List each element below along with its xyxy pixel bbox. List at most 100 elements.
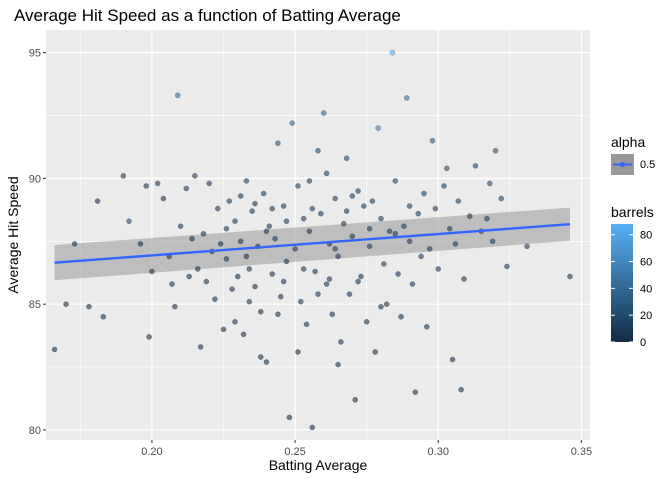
data-point — [398, 313, 404, 320]
data-point — [375, 125, 381, 131]
data-point — [346, 291, 353, 297]
data-point — [458, 386, 465, 393]
data-point — [486, 180, 493, 187]
data-point — [174, 92, 181, 99]
data-point — [306, 178, 313, 184]
legend-colorbar-ticks: 0 20 40 60 80 — [611, 230, 652, 349]
data-point — [429, 137, 436, 144]
data-point — [352, 396, 359, 403]
data-point — [275, 140, 281, 147]
data-point — [349, 193, 356, 199]
trend-line — [54, 222, 571, 264]
data-point — [177, 223, 184, 230]
data-point — [289, 120, 296, 126]
data-point — [406, 203, 413, 209]
data-point — [232, 318, 238, 325]
data-point — [329, 311, 336, 318]
data-point — [183, 185, 190, 192]
data-point — [323, 170, 330, 177]
data-point — [441, 183, 447, 189]
data-point — [266, 223, 273, 230]
data-point — [295, 183, 301, 189]
x-axis-title: Batting Average — [269, 457, 368, 473]
data-point — [246, 298, 253, 305]
data-point — [524, 243, 530, 250]
y-tick-label: 95 — [29, 48, 41, 60]
data-point — [389, 49, 396, 56]
data-point — [283, 218, 290, 225]
data-point — [272, 235, 278, 242]
data-point — [232, 218, 238, 225]
data-point — [406, 238, 413, 245]
data-point — [360, 203, 367, 209]
data-point — [309, 424, 316, 431]
data-point — [392, 178, 399, 184]
data-point — [401, 223, 407, 230]
data-point — [472, 162, 479, 169]
data-point — [372, 349, 379, 355]
y-tick-label: 90 — [29, 173, 41, 185]
y-axis-title: Average Hit Speed — [5, 176, 21, 293]
data-point — [237, 238, 244, 245]
colorbar-tick-label: 80 — [640, 230, 652, 242]
data-point — [257, 354, 264, 360]
data-point — [318, 210, 324, 217]
data-point — [297, 298, 304, 305]
data-point — [300, 266, 307, 272]
data-point — [277, 293, 284, 300]
x-tick-label: 0.25 — [284, 446, 305, 458]
chart-title: Average Hit Speed as a function of Batti… — [14, 6, 401, 25]
legend-alpha-title: alpha — [611, 134, 645, 150]
data-point — [171, 303, 178, 310]
data-point — [234, 273, 241, 280]
data-point — [223, 225, 230, 232]
data-point — [381, 261, 387, 267]
data-point — [260, 190, 267, 197]
data-point — [63, 301, 69, 308]
data-point — [100, 313, 107, 320]
data-point — [504, 263, 510, 270]
data-point — [415, 210, 422, 217]
data-point — [237, 193, 244, 199]
data-point — [143, 183, 150, 189]
data-point — [280, 203, 287, 209]
scatter-points — [51, 49, 573, 431]
legend-barrels-title: barrels — [611, 204, 654, 220]
data-point — [249, 208, 255, 214]
data-point — [449, 356, 456, 363]
x-tick-label: 0.35 — [571, 446, 592, 458]
data-point — [217, 240, 224, 247]
data-point — [306, 228, 313, 235]
legend-alpha-key-dot — [620, 162, 625, 167]
data-point — [369, 198, 376, 204]
data-point — [149, 268, 155, 275]
data-point — [212, 296, 218, 302]
data-point — [220, 326, 227, 333]
data-point — [240, 331, 247, 338]
data-point — [300, 215, 307, 222]
data-point — [378, 303, 384, 310]
data-point — [286, 414, 293, 421]
data-point — [432, 205, 439, 212]
data-point — [186, 273, 193, 280]
data-point — [169, 281, 175, 287]
data-point — [320, 110, 327, 116]
data-point — [303, 321, 310, 328]
data-point — [340, 220, 347, 227]
x-tick-label: 0.20 — [141, 446, 162, 458]
data-point — [94, 198, 101, 204]
data-point — [197, 344, 204, 350]
data-point — [335, 253, 341, 260]
data-point — [435, 266, 442, 272]
data-point — [378, 215, 384, 222]
data-point — [269, 271, 276, 277]
data-point — [120, 173, 127, 179]
data-point — [403, 95, 410, 101]
y-axis-ticks: 80 85 90 95 — [29, 48, 46, 437]
data-point — [51, 346, 58, 353]
data-point — [86, 303, 92, 310]
legend-colorbar — [611, 224, 633, 342]
data-point — [309, 205, 316, 212]
x-axis-ticks: 0.20 0.25 0.30 0.35 — [141, 440, 592, 458]
data-point — [421, 190, 427, 197]
